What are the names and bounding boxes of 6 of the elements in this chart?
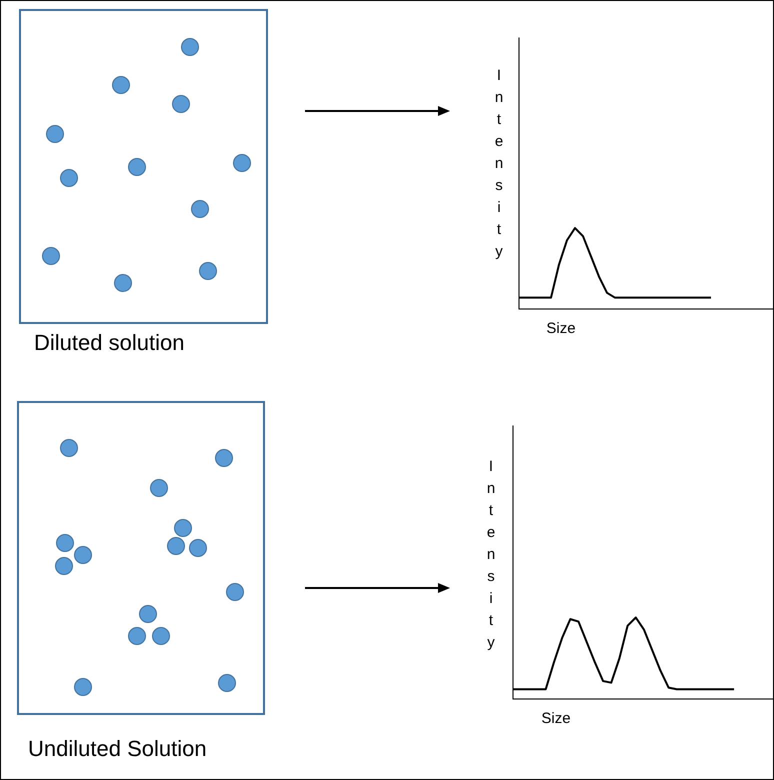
text: Diluted solution	[34, 329, 184, 357]
text: Undiluted Solution	[28, 735, 207, 763]
x-axis-title: Size	[546, 320, 576, 338]
x-axis-title: Size	[541, 710, 571, 728]
text: Intensity	[486, 458, 496, 652]
text: Intensity	[494, 67, 504, 260]
